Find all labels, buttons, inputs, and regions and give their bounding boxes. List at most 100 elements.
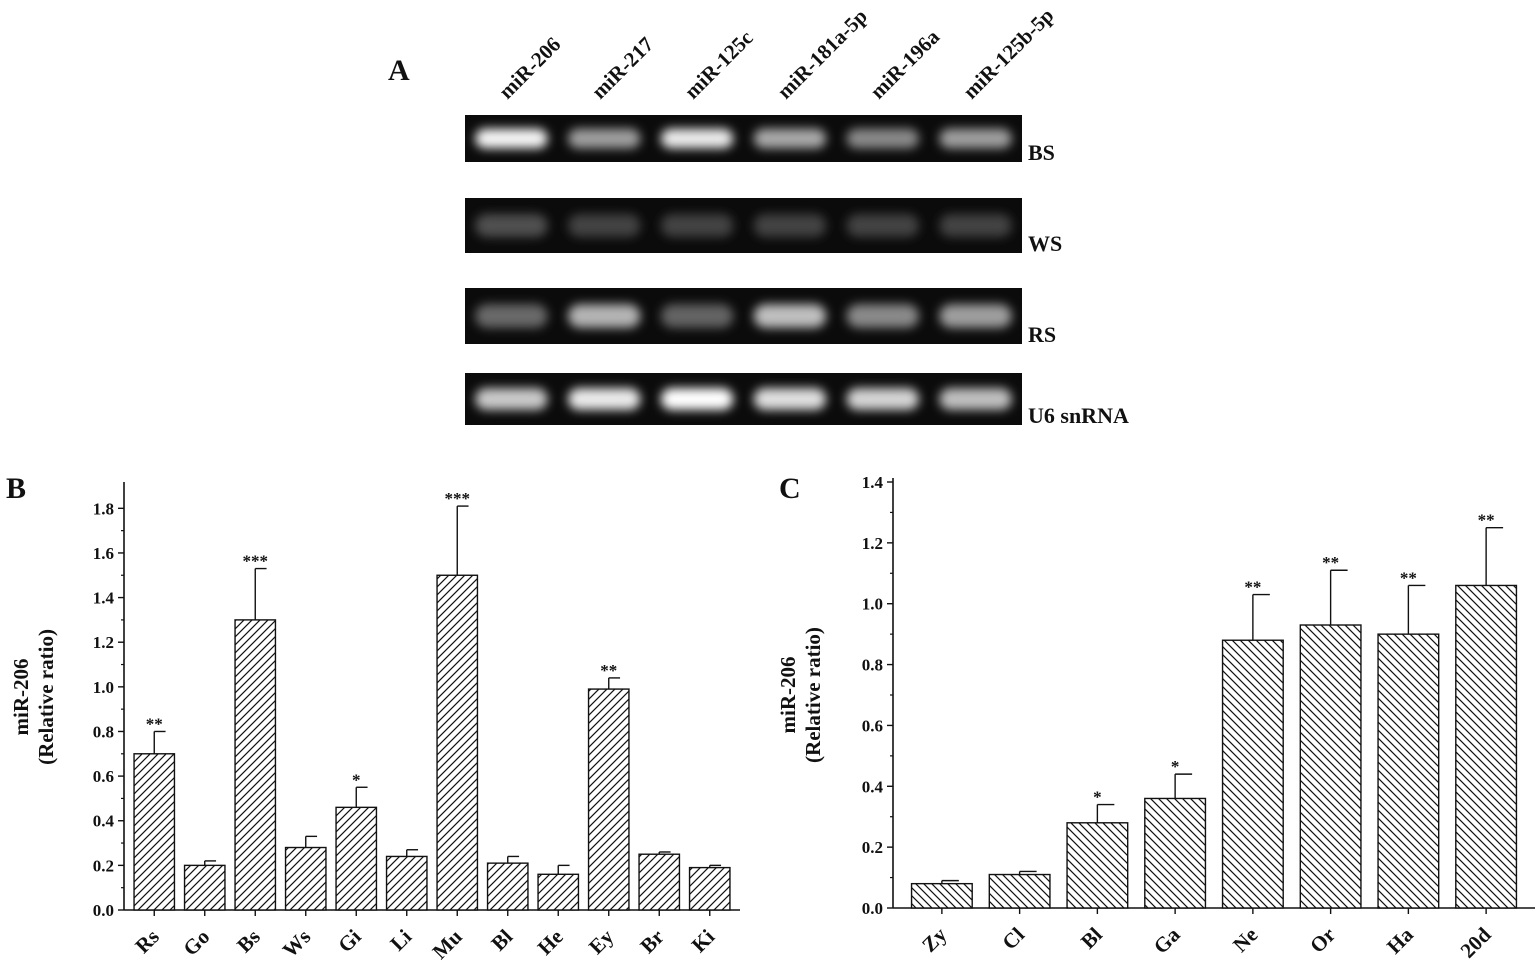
gel-band <box>568 128 641 149</box>
x-tick-label: 20d <box>1456 922 1496 961</box>
panel-a-label: A <box>388 54 410 87</box>
significance-marker: ** <box>1478 511 1495 530</box>
bar <box>1455 584 1518 909</box>
bar <box>436 574 479 911</box>
significance-marker: * <box>1171 757 1180 776</box>
bar <box>1299 624 1362 909</box>
y-tick-label: 1.2 <box>862 534 883 553</box>
lane-labels: miR-206 miR-217 miR-125c miR-181a-5pmiR-196… <box>494 3 1058 103</box>
gel-band <box>660 304 734 328</box>
y-tick-label: 0.8 <box>862 656 883 675</box>
panel-b-label: B <box>6 472 26 505</box>
gel-row-label: BS <box>1028 140 1055 165</box>
gel-row-label: RS <box>1028 322 1056 347</box>
x-tick-label: Ne <box>1228 923 1262 957</box>
gel-row: RS <box>465 288 1056 347</box>
gel-band <box>475 128 548 149</box>
panel-a-gel: A miR-206 miR-217 miR-125c miR-181a-5pmiR-1… <box>388 3 1129 428</box>
gel-row-label: WS <box>1028 231 1062 256</box>
gel-band <box>568 213 641 238</box>
x-tick-label: Bl <box>486 924 517 955</box>
bar <box>537 873 580 911</box>
y-tick-label: 0.4 <box>862 777 884 796</box>
y-tick-label: 0.0 <box>862 899 883 918</box>
y-tick-label: 0.0 <box>93 901 114 920</box>
x-tick-label: Li <box>385 924 416 955</box>
gel-band <box>846 304 919 328</box>
y-axis-label: miR-206 <box>9 659 33 736</box>
significance-marker: *** <box>243 552 269 571</box>
lane-label: miR-217 <box>587 32 658 103</box>
y-axis-label: (Relative ratio) <box>801 627 825 763</box>
x-tick-label: Mu <box>428 924 467 961</box>
significance-marker: ** <box>1322 553 1339 572</box>
y-axis-label: miR-206 <box>776 657 800 734</box>
panel-c-chart: C 0.0 0.2 0.4 0.6 0.8 1.0 1.2 1.4 miR-206 (Relati… <box>776 472 1535 961</box>
significance-marker: * <box>352 770 361 789</box>
bar <box>1221 639 1284 909</box>
y-tick-label: 0.2 <box>862 838 883 857</box>
lane-label: miR-125c <box>680 26 758 104</box>
gel-band <box>660 128 734 149</box>
significance-marker: ** <box>1400 568 1417 587</box>
gel-band <box>660 388 734 410</box>
y-axis-label: (Relative ratio) <box>34 629 58 765</box>
bar <box>1144 797 1207 909</box>
gel-band <box>568 388 641 410</box>
gel-band <box>568 304 641 328</box>
x-tick-label: Gi <box>333 924 366 957</box>
gel-band <box>939 388 1012 410</box>
bar <box>587 688 630 911</box>
y-tick-label: 1.6 <box>93 544 114 563</box>
lane-label: miR-181a-5p <box>772 4 871 103</box>
gel-band <box>846 128 919 149</box>
gel-background <box>465 288 1022 344</box>
bar <box>910 882 973 909</box>
bar <box>385 855 428 911</box>
gel-background <box>465 115 1022 162</box>
bar <box>486 862 529 911</box>
y-tick-label: 0.4 <box>93 812 115 831</box>
y-tick-label: 1.4 <box>93 589 115 608</box>
gel-band <box>753 388 827 410</box>
y-tick-label: 1.2 <box>93 633 114 652</box>
bar <box>1377 633 1440 909</box>
x-tick-label: Ha <box>1382 922 1418 958</box>
y-tick-label: 1.0 <box>862 595 883 614</box>
lane-label: miR-206 <box>494 32 565 103</box>
gel-band <box>846 388 919 410</box>
x-tick-label: Ey <box>584 924 619 959</box>
y-tick-label: 1.4 <box>862 473 884 492</box>
lane-label: miR-196a <box>865 24 944 103</box>
panel-b-chart: B 0.0 0.2 0.4 0.6 0.8 1.0 1.2 1.4 1.6 1.8 miR-206(… <box>6 472 740 961</box>
x-tick-label: Bl <box>1076 922 1107 953</box>
gel-band <box>660 213 734 238</box>
x-tick-label: Bs <box>232 925 265 958</box>
y-tick-label: 0.2 <box>93 856 114 875</box>
y-tick-label: 0.6 <box>862 716 883 735</box>
panel-c-label: C <box>779 472 801 505</box>
bar <box>1066 822 1129 909</box>
significance-marker: ** <box>146 714 163 733</box>
gel-background <box>465 198 1022 253</box>
x-tick-label: Go <box>178 925 214 961</box>
bar <box>638 853 681 911</box>
gel-background <box>465 373 1022 425</box>
bar <box>335 806 378 911</box>
x-tick-label: Or <box>1305 923 1340 958</box>
x-tick-label: Ki <box>687 924 720 957</box>
gel-band <box>939 213 1012 238</box>
x-tick-label: Cl <box>997 922 1029 954</box>
chart-b-plot: 0.0 0.2 0.4 0.6 0.8 1.0 1.2 1.4 1.6 1.8 miR-206 (Re… <box>9 482 740 961</box>
x-tick-label: Br <box>635 925 668 958</box>
gel-band <box>753 304 827 328</box>
chart-c-plot: 0.0 0.2 0.4 0.6 0.8 1.0 1.2 1.4 miR-206 (Relative… <box>776 473 1535 961</box>
y-tick-label: 1.0 <box>93 678 114 697</box>
gel-band <box>846 213 919 238</box>
significance-marker: * <box>1093 788 1102 807</box>
bar <box>133 753 176 911</box>
gel-row: WS <box>465 198 1062 256</box>
significance-marker: *** <box>445 489 471 508</box>
gel-band <box>475 304 548 328</box>
